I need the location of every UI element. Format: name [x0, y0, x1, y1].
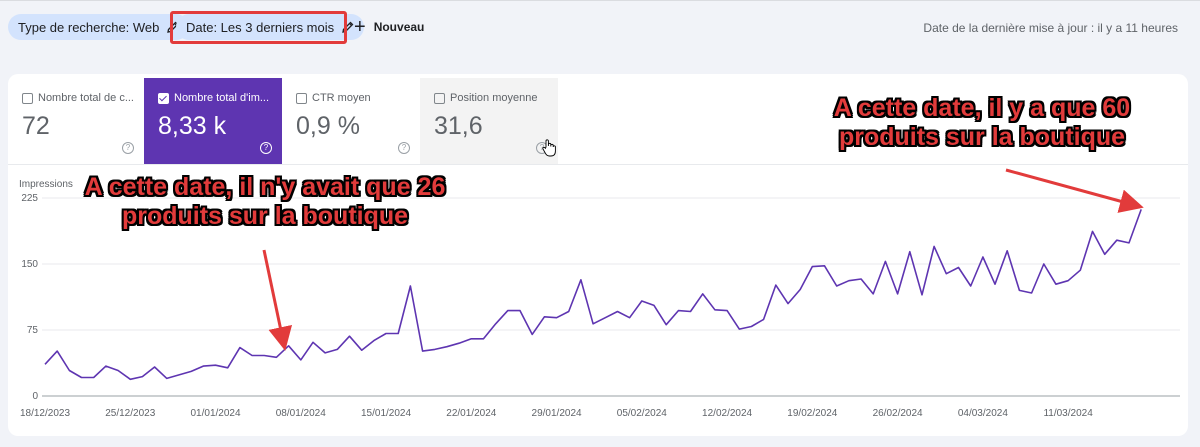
x-tick-label: 11/03/2024: [1043, 408, 1093, 419]
annotation-right: A cette date, il y a que 60 produits sur…: [812, 94, 1152, 152]
plus-icon: +: [354, 16, 366, 38]
annotation-left-line1: A cette date, il n'y avait que 26: [84, 173, 446, 201]
y-tick-label: 75: [27, 325, 39, 336]
metric-label: Position moyenne: [450, 92, 538, 104]
annotation-right-line1: A cette date, il y a que 60: [833, 94, 1131, 122]
metric-label-row: Position moyenne: [434, 92, 558, 104]
metric-label: Nombre total de c...: [38, 92, 134, 104]
filter-bar: Type de recherche: Web Date: Les 3 derni…: [0, 0, 1200, 56]
x-tick-label: 01/01/2024: [190, 408, 240, 419]
impressions-chart: Impressions 0 75 150 225 18/12/2023 25/12/2023…: [19, 179, 1180, 419]
metric-label: CTR moyen: [312, 92, 371, 104]
y-tick-label: 150: [21, 259, 38, 270]
hand-cursor-icon: [542, 139, 556, 157]
help-icon[interactable]: ?: [398, 142, 410, 154]
x-tick-label: 18/12/2023: [20, 408, 70, 419]
performance-card: Nombre total de c... 72 ? Nombre total d…: [8, 74, 1188, 436]
help-icon[interactable]: ?: [122, 142, 134, 154]
checkbox-checked-icon[interactable]: [158, 92, 169, 104]
x-tick-label: 05/02/2024: [617, 408, 667, 419]
x-tick-label: 15/01/2024: [361, 408, 411, 419]
add-filter-label: Nouveau: [373, 20, 425, 34]
metric-impressions[interactable]: Nombre total d'im... 8,33 k ?: [144, 78, 282, 164]
add-filter-button[interactable]: + Nouveau: [354, 15, 424, 39]
annotation-right-line2: produits sur la boutique: [838, 123, 1126, 151]
impressions-series-line: [44, 209, 1142, 381]
date-chip-label: Date: Les 3 derniers mois: [186, 19, 335, 35]
date-filter-chip[interactable]: Date: Les 3 derniers mois: [176, 14, 365, 40]
top-divider: [0, 0, 1200, 1]
search-type-filter-chip[interactable]: Type de recherche: Web: [8, 14, 190, 40]
metric-value: 0,9 %: [296, 112, 360, 140]
checkbox-icon[interactable]: [296, 92, 307, 104]
checkbox-icon[interactable]: [434, 92, 445, 104]
x-tick-label: 25/12/2023: [105, 408, 155, 419]
y-tick-label: 225: [21, 193, 38, 204]
x-tick-label: 19/02/2024: [787, 408, 837, 419]
metric-ctr[interactable]: CTR moyen 0,9 % ?: [282, 78, 420, 164]
x-tick-label: 22/01/2024: [446, 408, 496, 419]
metric-label: Nombre total d'im...: [174, 92, 270, 104]
annotation-left-line2: produits sur la boutique: [121, 202, 409, 230]
metric-clicks[interactable]: Nombre total de c... 72 ?: [8, 78, 144, 164]
metric-value: 8,33 k: [158, 112, 227, 140]
metric-value: 72: [22, 112, 50, 140]
x-tick-label: 26/02/2024: [873, 408, 923, 419]
checkbox-icon[interactable]: [22, 92, 33, 104]
edit-pencil-icon[interactable]: [342, 21, 354, 33]
metric-label-row: Nombre total d'im...: [158, 92, 282, 104]
metric-value: 31,6: [434, 112, 483, 140]
annotation-left: A cette date, il n'y avait que 26 produi…: [80, 173, 450, 231]
divider: [8, 164, 1188, 165]
x-tick-label: 08/01/2024: [276, 408, 326, 419]
metric-label-row: Nombre total de c...: [22, 92, 144, 104]
help-icon[interactable]: ?: [260, 142, 272, 154]
x-tick-label: 04/03/2024: [958, 408, 1008, 419]
y-axis-label: Impressions: [19, 179, 73, 190]
x-tick-label: 29/01/2024: [532, 408, 582, 419]
metric-label-row: CTR moyen: [296, 92, 420, 104]
search-type-chip-label: Type de recherche: Web: [18, 19, 160, 35]
metric-position[interactable]: Position moyenne 31,6 ?: [420, 78, 558, 164]
x-tick-label: 12/02/2024: [702, 408, 752, 419]
y-tick-label: 0: [32, 391, 38, 402]
last-update-text: Date de la dernière mise à jour : il y a…: [923, 21, 1178, 35]
